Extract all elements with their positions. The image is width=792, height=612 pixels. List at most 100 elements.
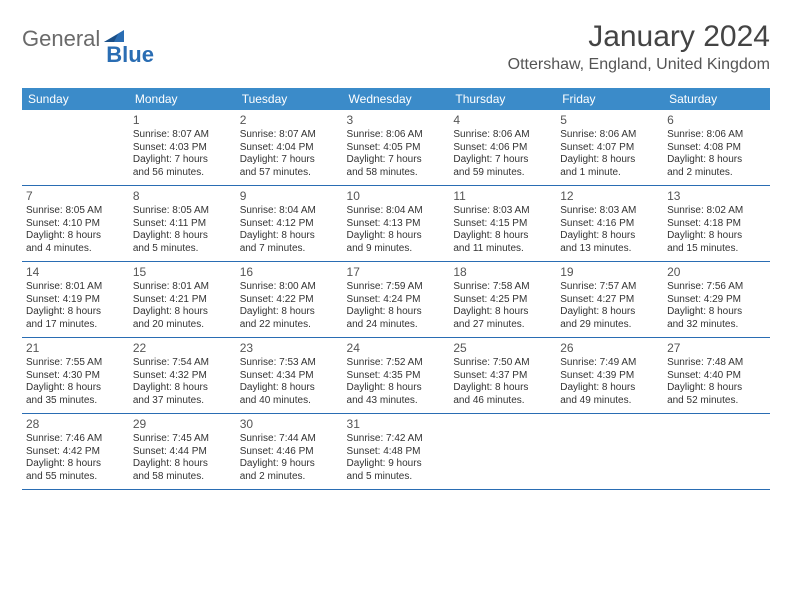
day-cell: 9Sunrise: 8:04 AMSunset: 4:12 PMDaylight… (236, 186, 343, 262)
daylight-text: and 2 minutes. (240, 471, 339, 484)
day-cell: 4Sunrise: 8:06 AMSunset: 4:06 PMDaylight… (449, 110, 556, 186)
day-number: 26 (560, 341, 659, 356)
day-number: 8 (133, 189, 232, 204)
daylight-text: Daylight: 8 hours (240, 382, 339, 395)
daylight-text: Daylight: 8 hours (133, 230, 232, 243)
day-cell: 25Sunrise: 7:50 AMSunset: 4:37 PMDayligh… (449, 338, 556, 414)
sunset-text: Sunset: 4:06 PM (453, 142, 552, 155)
day-cell: 14Sunrise: 8:01 AMSunset: 4:19 PMDayligh… (22, 262, 129, 338)
sunrise-text: Sunrise: 7:55 AM (26, 357, 125, 370)
day-cell: 8Sunrise: 8:05 AMSunset: 4:11 PMDaylight… (129, 186, 236, 262)
daylight-text: and 4 minutes. (26, 243, 125, 256)
sunrise-text: Sunrise: 7:54 AM (133, 357, 232, 370)
day-cell: 23Sunrise: 7:53 AMSunset: 4:34 PMDayligh… (236, 338, 343, 414)
day-cell: 5Sunrise: 8:06 AMSunset: 4:07 PMDaylight… (556, 110, 663, 186)
day-number: 2 (240, 113, 339, 128)
day-number: 5 (560, 113, 659, 128)
daylight-text: Daylight: 8 hours (133, 458, 232, 471)
day-cell: 27Sunrise: 7:48 AMSunset: 4:40 PMDayligh… (663, 338, 770, 414)
sunset-text: Sunset: 4:34 PM (240, 370, 339, 383)
brand-text-gray: General (22, 26, 100, 52)
sunset-text: Sunset: 4:13 PM (347, 218, 446, 231)
sunrise-text: Sunrise: 7:52 AM (347, 357, 446, 370)
day-cell: 3Sunrise: 8:06 AMSunset: 4:05 PMDaylight… (343, 110, 450, 186)
day-cell (449, 414, 556, 490)
day-cell: 24Sunrise: 7:52 AMSunset: 4:35 PMDayligh… (343, 338, 450, 414)
day-cell (556, 414, 663, 490)
sunrise-text: Sunrise: 8:01 AM (26, 281, 125, 294)
sunrise-text: Sunrise: 8:02 AM (667, 205, 766, 218)
daylight-text: and 40 minutes. (240, 395, 339, 408)
day-number: 30 (240, 417, 339, 432)
daylight-text: and 5 minutes. (347, 471, 446, 484)
day-number: 24 (347, 341, 446, 356)
daylight-text: Daylight: 7 hours (453, 154, 552, 167)
day-number: 20 (667, 265, 766, 280)
sunrise-text: Sunrise: 7:48 AM (667, 357, 766, 370)
daylight-text: Daylight: 8 hours (347, 382, 446, 395)
daylight-text: and 13 minutes. (560, 243, 659, 256)
day-number: 15 (133, 265, 232, 280)
sunset-text: Sunset: 4:04 PM (240, 142, 339, 155)
sunrise-text: Sunrise: 7:56 AM (667, 281, 766, 294)
day-cell: 21Sunrise: 7:55 AMSunset: 4:30 PMDayligh… (22, 338, 129, 414)
daylight-text: Daylight: 8 hours (240, 306, 339, 319)
daylight-text: and 56 minutes. (133, 167, 232, 180)
day-cell: 10Sunrise: 8:04 AMSunset: 4:13 PMDayligh… (343, 186, 450, 262)
sunset-text: Sunset: 4:10 PM (26, 218, 125, 231)
day-number: 21 (26, 341, 125, 356)
daylight-text: Daylight: 8 hours (453, 230, 552, 243)
sunrise-text: Sunrise: 8:05 AM (133, 205, 232, 218)
day-number: 27 (667, 341, 766, 356)
daylight-text: Daylight: 8 hours (453, 382, 552, 395)
daylight-text: Daylight: 8 hours (26, 306, 125, 319)
sunrise-text: Sunrise: 7:59 AM (347, 281, 446, 294)
daylight-text: and 15 minutes. (667, 243, 766, 256)
title-block: January 2024 Ottershaw, England, United … (508, 20, 770, 74)
week-row: 7Sunrise: 8:05 AMSunset: 4:10 PMDaylight… (22, 186, 770, 262)
sunset-text: Sunset: 4:18 PM (667, 218, 766, 231)
day-cell: 19Sunrise: 7:57 AMSunset: 4:27 PMDayligh… (556, 262, 663, 338)
sunset-text: Sunset: 4:08 PM (667, 142, 766, 155)
sunrise-text: Sunrise: 8:07 AM (133, 129, 232, 142)
daylight-text: Daylight: 7 hours (133, 154, 232, 167)
sunrise-text: Sunrise: 8:07 AM (240, 129, 339, 142)
daylight-text: and 46 minutes. (453, 395, 552, 408)
day-number: 14 (26, 265, 125, 280)
sunrise-text: Sunrise: 8:06 AM (347, 129, 446, 142)
daylight-text: Daylight: 8 hours (26, 230, 125, 243)
daylight-text: and 57 minutes. (240, 167, 339, 180)
daylight-text: and 7 minutes. (240, 243, 339, 256)
daylight-text: Daylight: 8 hours (560, 382, 659, 395)
day-number: 22 (133, 341, 232, 356)
daylight-text: and 29 minutes. (560, 319, 659, 332)
day-number: 28 (26, 417, 125, 432)
daylight-text: Daylight: 8 hours (667, 230, 766, 243)
week-row: 1Sunrise: 8:07 AMSunset: 4:03 PMDaylight… (22, 110, 770, 186)
daylight-text: and 58 minutes. (347, 167, 446, 180)
sunset-text: Sunset: 4:19 PM (26, 294, 125, 307)
daylight-text: Daylight: 8 hours (347, 306, 446, 319)
header: General Blue January 2024 Ottershaw, Eng… (22, 20, 770, 74)
daylight-text: and 58 minutes. (133, 471, 232, 484)
calendar-table: Sunday Monday Tuesday Wednesday Thursday… (22, 88, 770, 490)
sunset-text: Sunset: 4:27 PM (560, 294, 659, 307)
day-header: Thursday (449, 88, 556, 110)
sunset-text: Sunset: 4:12 PM (240, 218, 339, 231)
sunrise-text: Sunrise: 8:06 AM (560, 129, 659, 142)
sunset-text: Sunset: 4:16 PM (560, 218, 659, 231)
sunset-text: Sunset: 4:15 PM (453, 218, 552, 231)
daylight-text: Daylight: 7 hours (347, 154, 446, 167)
sunset-text: Sunset: 4:11 PM (133, 218, 232, 231)
daylight-text: Daylight: 8 hours (240, 230, 339, 243)
sunrise-text: Sunrise: 8:06 AM (453, 129, 552, 142)
day-number: 17 (347, 265, 446, 280)
daylight-text: Daylight: 8 hours (133, 306, 232, 319)
daylight-text: and 35 minutes. (26, 395, 125, 408)
sunset-text: Sunset: 4:29 PM (667, 294, 766, 307)
daylight-text: and 59 minutes. (453, 167, 552, 180)
day-number: 11 (453, 189, 552, 204)
day-header: Friday (556, 88, 663, 110)
day-number: 23 (240, 341, 339, 356)
daylight-text: and 24 minutes. (347, 319, 446, 332)
